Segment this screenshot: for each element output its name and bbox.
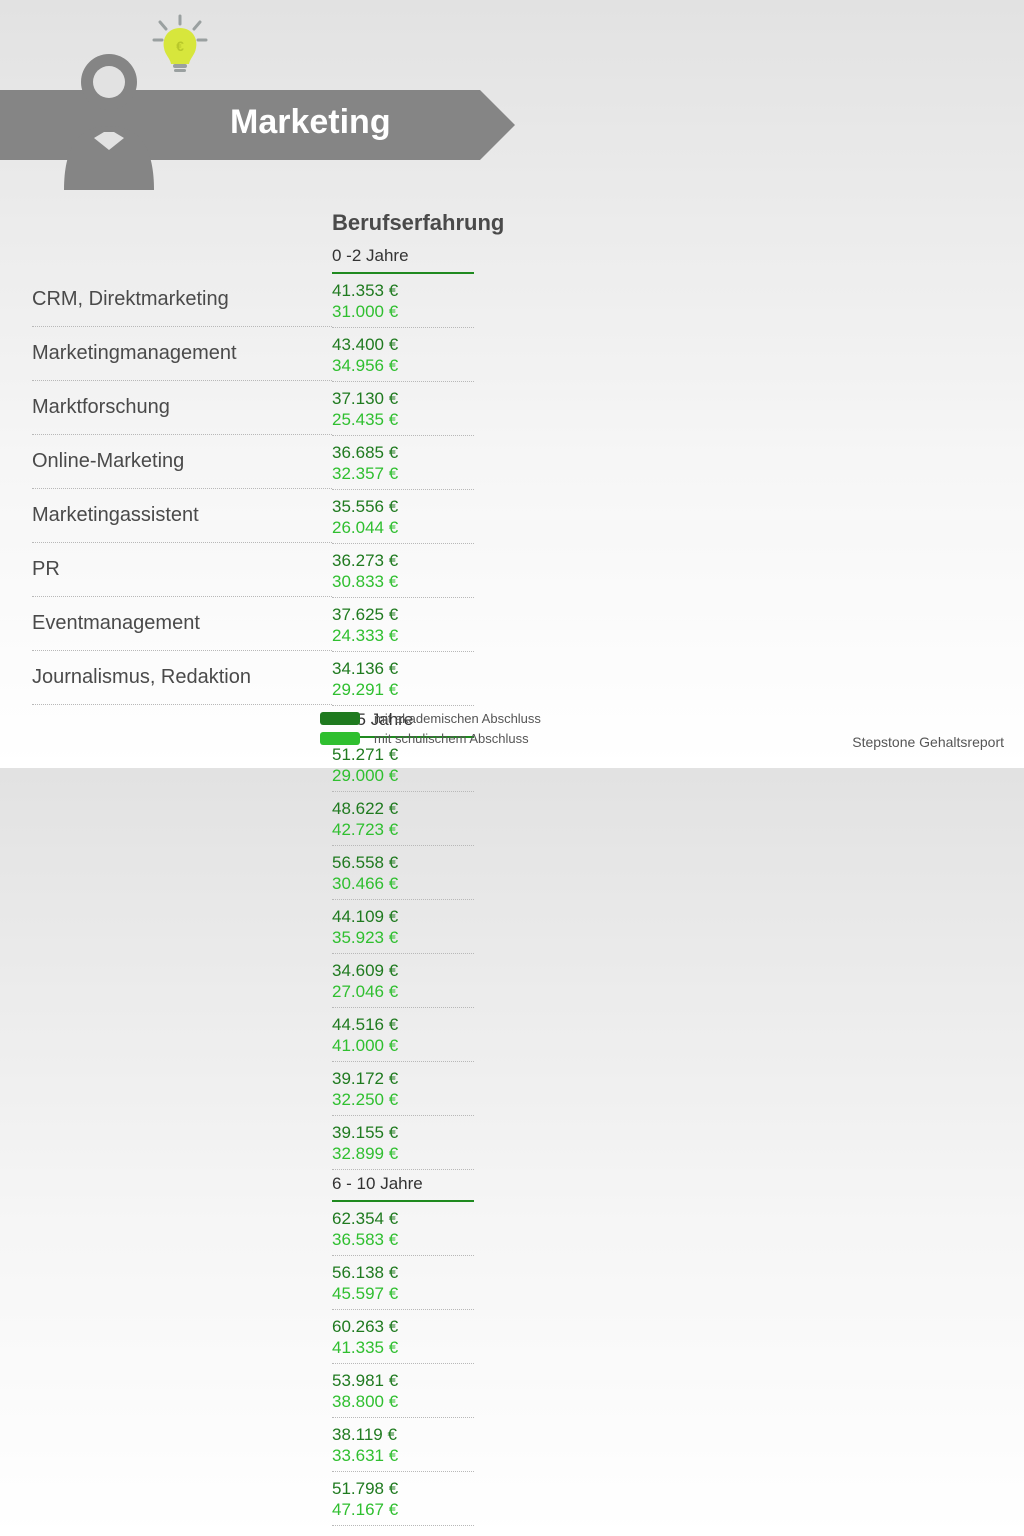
salary-cell: 39.155 €32.899 € [332, 1116, 474, 1170]
value-school: 32.250 € [332, 1089, 474, 1110]
value-school: 34.956 € [332, 355, 474, 376]
salary-cell: 37.625 €24.333 € [332, 598, 474, 652]
row-label: Marketingmanagement [32, 327, 332, 381]
value-school: 30.466 € [332, 873, 474, 894]
legend: mit akademischen Abschluss mit schulisch… [320, 708, 541, 748]
footer-note: Stepstone Gehaltsreport [852, 734, 1004, 750]
value-academic: 43.400 € [332, 334, 474, 355]
salary-cell: 35.556 €26.044 € [332, 490, 474, 544]
value-school: 38.800 € [332, 1391, 474, 1412]
row-labels-column: CRM, DirektmarketingMarketingmanagementM… [32, 242, 332, 1536]
data-column: 3 - 5 Jahre51.271 €29.000 €48.622 €42.72… [332, 706, 492, 1170]
salary-cell: 53.981 €38.800 € [332, 1364, 474, 1418]
value-academic: 42.409 € [332, 1532, 474, 1536]
legend-swatch [320, 712, 360, 725]
row-label: Eventmanagement [32, 597, 332, 651]
value-academic: 56.138 € [332, 1262, 474, 1283]
value-academic: 51.798 € [332, 1478, 474, 1499]
value-academic: 34.609 € [332, 960, 474, 981]
column-header: 6 - 10 Jahre [332, 1170, 474, 1202]
salary-cell: 56.558 €30.466 € [332, 846, 474, 900]
value-school: 35.923 € [332, 927, 474, 948]
salary-cell: 36.685 €32.357 € [332, 436, 474, 490]
row-label: CRM, Direktmarketing [32, 273, 332, 327]
page-title: Marketing [230, 103, 391, 142]
value-academic: 39.172 € [332, 1068, 474, 1089]
value-school: 41.335 € [332, 1337, 474, 1358]
data-column: 0 -2 Jahre41.353 €31.000 €43.400 €34.956… [332, 242, 492, 706]
value-school: 45.597 € [332, 1283, 474, 1304]
row-label: Marketingassistent [32, 489, 332, 543]
salary-cell: 42.409 €49.750 € [332, 1526, 474, 1536]
value-school: 41.000 € [332, 1035, 474, 1056]
lightbulb-icon: € [150, 14, 210, 84]
row-label: PR [32, 543, 332, 597]
value-academic: 36.273 € [332, 550, 474, 571]
salary-cell: 56.138 €45.597 € [332, 1256, 474, 1310]
table-supertitle: Berufserfahrung [332, 210, 1000, 236]
value-academic: 38.119 € [332, 1424, 474, 1445]
salary-table: Berufserfahrung CRM, DirektmarketingMark… [32, 210, 1000, 1536]
value-school: 25.435 € [332, 409, 474, 430]
value-school: 36.583 € [332, 1229, 474, 1250]
value-school: 32.357 € [332, 463, 474, 484]
svg-text:€: € [176, 38, 184, 54]
salary-cell: 48.622 €42.723 € [332, 792, 474, 846]
salary-cell: 43.400 €34.956 € [332, 328, 474, 382]
salary-cell: 38.119 €33.631 € [332, 1418, 474, 1472]
row-label: Marktforschung [32, 381, 332, 435]
value-academic: 37.130 € [332, 388, 474, 409]
salary-cell: 34.609 €27.046 € [332, 954, 474, 1008]
salary-cell: 44.109 €35.923 € [332, 900, 474, 954]
value-school: 26.044 € [332, 517, 474, 538]
value-school: 29.000 € [332, 765, 474, 786]
data-column: 6 - 10 Jahre62.354 €36.583 €56.138 €45.5… [332, 1170, 492, 1536]
value-academic: 39.155 € [332, 1122, 474, 1143]
salary-cell: 36.273 €30.833 € [332, 544, 474, 598]
salary-cell: 44.516 €41.000 € [332, 1008, 474, 1062]
value-school: 47.167 € [332, 1499, 474, 1520]
salary-cell: 37.130 €25.435 € [332, 382, 474, 436]
value-academic: 60.263 € [332, 1316, 474, 1337]
salary-cell: 34.136 €29.291 € [332, 652, 474, 706]
value-academic: 35.556 € [332, 496, 474, 517]
value-school: 31.000 € [332, 301, 474, 322]
legend-label: mit schulischem Abschluss [374, 731, 529, 746]
salary-cell: 51.798 €47.167 € [332, 1472, 474, 1526]
legend-swatch [320, 732, 360, 745]
value-academic: 37.625 € [332, 604, 474, 625]
value-academic: 48.622 € [332, 798, 474, 819]
legend-item-school: mit schulischem Abschluss [320, 728, 541, 748]
value-academic: 44.109 € [332, 906, 474, 927]
salary-cell: 60.263 €41.335 € [332, 1310, 474, 1364]
value-academic: 34.136 € [332, 658, 474, 679]
value-academic: 36.685 € [332, 442, 474, 463]
value-academic: 56.558 € [332, 852, 474, 873]
value-academic: 62.354 € [332, 1208, 474, 1229]
value-school: 33.631 € [332, 1445, 474, 1466]
legend-label: mit akademischen Abschluss [374, 711, 541, 726]
salary-cell: 39.172 €32.250 € [332, 1062, 474, 1116]
legend-item-academic: mit akademischen Abschluss [320, 708, 541, 728]
value-academic: 41.353 € [332, 280, 474, 301]
value-school: 32.899 € [332, 1143, 474, 1164]
column-header: 0 -2 Jahre [332, 242, 474, 274]
row-label: Journalismus, Redaktion [32, 651, 332, 705]
value-school: 42.723 € [332, 819, 474, 840]
value-school: 27.046 € [332, 981, 474, 1002]
value-academic: 44.516 € [332, 1014, 474, 1035]
value-academic: 53.981 € [332, 1370, 474, 1391]
value-school: 30.833 € [332, 571, 474, 592]
row-label: Online-Marketing [32, 435, 332, 489]
salary-cell: 62.354 €36.583 € [332, 1202, 474, 1256]
salary-cell: 41.353 €31.000 € [332, 274, 474, 328]
value-school: 29.291 € [332, 679, 474, 700]
value-school: 24.333 € [332, 625, 474, 646]
